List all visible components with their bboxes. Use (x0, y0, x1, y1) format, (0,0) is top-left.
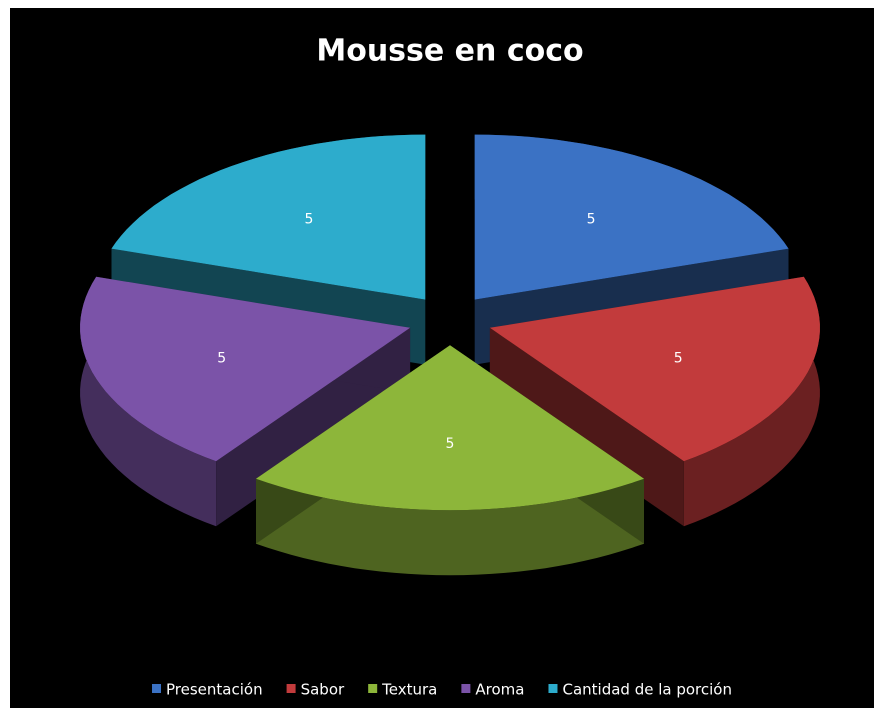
slice (489, 276, 820, 462)
legend-label: Sabor (301, 681, 345, 699)
slice (111, 134, 426, 300)
legend-swatch (152, 684, 162, 693)
legend-swatch (286, 684, 296, 693)
data-label: 5 (587, 212, 596, 228)
legend-swatch (368, 684, 378, 693)
legend-swatch (461, 684, 471, 693)
data-label: 5 (217, 350, 226, 366)
slice-wall (80, 276, 217, 527)
data-label: 5 (446, 436, 455, 452)
slice (80, 276, 411, 462)
chart-title: Mousse en coco (316, 34, 583, 69)
legend-swatch (548, 684, 558, 693)
data-label: 5 (674, 350, 683, 366)
slice (474, 134, 789, 300)
slice-wall (683, 276, 820, 527)
legend-label: Presentación (166, 681, 263, 699)
data-label: 5 (304, 212, 313, 228)
slice (256, 345, 644, 511)
legend-label: Cantidad de la porción (562, 681, 732, 699)
legend-label: Textura (381, 681, 437, 699)
legend-label: Aroma (475, 681, 524, 699)
slice-wall (256, 478, 644, 576)
